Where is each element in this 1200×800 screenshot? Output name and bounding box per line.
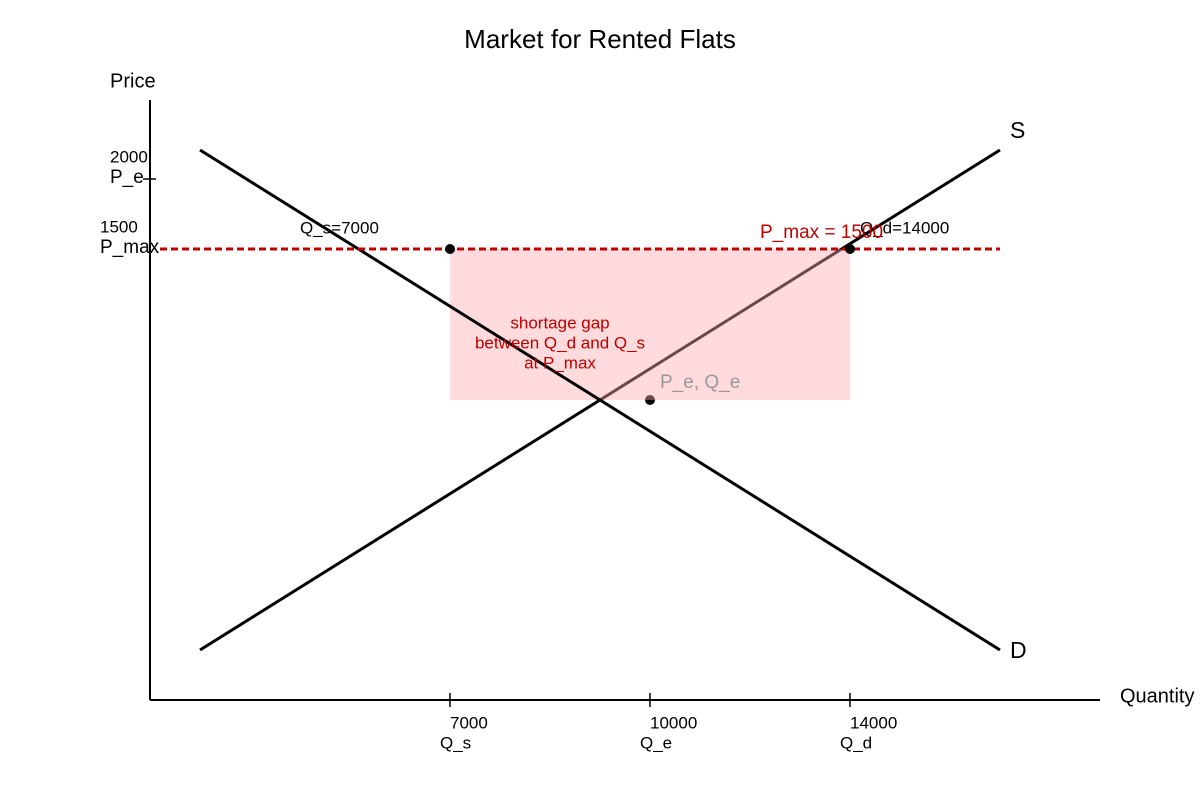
demand-curve: [199, 148, 1001, 652]
qd-annotation: Q_d=14000: [860, 218, 949, 237]
x-tick-name: Q_d: [840, 733, 872, 752]
x-axis-label: Quantity: [1120, 685, 1194, 707]
x-tick-name: Q_s: [440, 733, 471, 752]
x-tick-value: 10000: [650, 713, 697, 732]
x-tick-value: 7000: [450, 713, 488, 732]
y-tick-name: P_max: [100, 237, 160, 258]
shortage-area: [450, 249, 850, 400]
demand-label: D: [1010, 637, 1027, 663]
shortage-label: shortage gap: [510, 313, 609, 332]
price-ceiling-label: P_max = 1500: [760, 222, 883, 243]
y-tick-value: 2000: [110, 147, 148, 166]
y-tick-name: P_e: [110, 167, 144, 188]
title: Market for Rented Flats: [464, 24, 736, 54]
x-tick-name: Q_e: [640, 733, 672, 752]
qs-point: [445, 244, 455, 254]
equilibrium-point: [645, 395, 655, 405]
y-tick-value: 1500: [100, 217, 138, 236]
equilibrium-label: P_e, Q_e: [660, 372, 740, 393]
shortage-label: at P_max: [524, 353, 596, 372]
y-axis-label: Price: [110, 70, 156, 92]
shortage-label: between Q_d and Q_s: [475, 333, 645, 352]
x-tick-value: 14000: [850, 713, 897, 732]
qd-point: [845, 244, 855, 254]
qs-annotation: Q_s=7000: [300, 218, 379, 237]
supply-label: S: [1010, 117, 1025, 143]
